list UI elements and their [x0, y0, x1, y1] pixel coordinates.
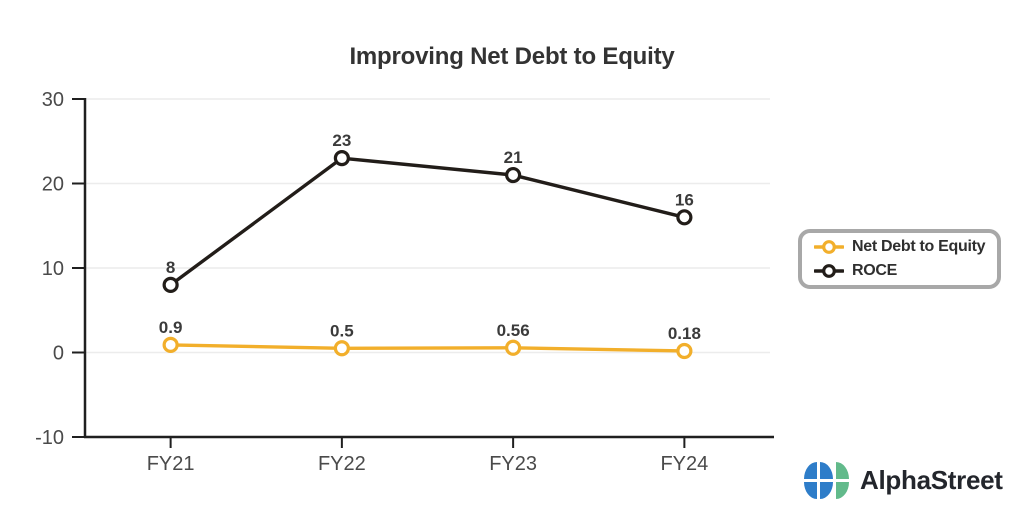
chart-title: Improving Net Debt to Equity: [349, 43, 675, 70]
logo-piece: [804, 482, 817, 499]
x-tick-label: FY22: [318, 453, 366, 475]
logo-piece: [804, 462, 817, 479]
alphastreet-logo: AlphaStreet: [804, 462, 1003, 499]
chart-legend: Net Debt to Equity ROCE: [798, 229, 1002, 289]
data-point-roce: [505, 166, 522, 184]
data-point-net-debt-to-equity: [162, 336, 179, 353]
logo-piece: [820, 462, 833, 479]
value-label-roce: 16: [675, 190, 694, 209]
data-point-net-debt-to-equity: [505, 339, 522, 356]
value-label-net-debt-to-equity: 0.18: [668, 324, 701, 343]
data-point-roce: [676, 209, 693, 226]
value-label-roce: 8: [166, 258, 175, 277]
y-tick-label: -10: [35, 427, 64, 449]
logo-piece: [836, 462, 849, 479]
x-tick-label: FY23: [489, 453, 537, 475]
y-tick-label: 30: [42, 89, 64, 111]
y-tick-label: 20: [42, 174, 64, 196]
legend-item-net-debt-to-equity: Net Debt to Equity: [814, 236, 986, 259]
series-line-roce: [168, 156, 687, 287]
value-label-net-debt-to-equity: 0.56: [497, 321, 530, 340]
y-tick-label: 10: [42, 258, 64, 280]
x-tick-label: FY24: [660, 453, 708, 475]
alphastreet-logo-text: AlphaStreet: [860, 465, 1003, 495]
data-point-net-debt-to-equity: [676, 342, 693, 360]
net-debt-to-equity-marker-icon: [814, 239, 844, 255]
y-tick-label: 0: [53, 343, 64, 365]
legend-item-roce: ROCE: [814, 260, 985, 283]
data-point-roce: [333, 150, 350, 167]
legend-label-roce: ROCE: [852, 262, 898, 279]
value-label-net-debt-to-equity: 0.5: [330, 321, 354, 340]
data-point-roce: [162, 276, 179, 293]
logo-piece: [836, 482, 849, 499]
value-label-net-debt-to-equity: 0.9: [159, 318, 183, 337]
x-tick-label: FY21: [147, 453, 195, 475]
roce-marker-icon: [814, 263, 844, 279]
series-line-net-debt-to-equity: [168, 343, 687, 353]
logo-piece: [820, 482, 833, 499]
value-label-roce: 23: [332, 131, 351, 150]
data-point-net-debt-to-equity: [333, 340, 350, 357]
legend-label-net-debt-to-equity: Net Debt to Equity: [852, 238, 986, 255]
alphastreet-clover-icon: [804, 462, 849, 499]
value-label-roce: 21: [504, 148, 523, 167]
